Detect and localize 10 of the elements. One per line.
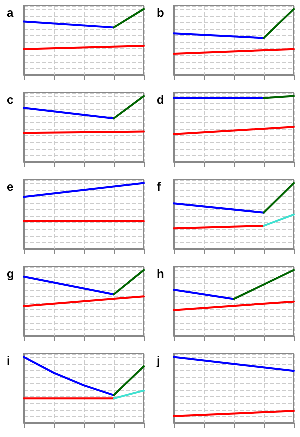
chart-title: f bbox=[157, 180, 162, 194]
chart-title: b bbox=[157, 6, 164, 20]
chart-title: i bbox=[7, 354, 10, 368]
chart-title: h bbox=[157, 267, 164, 281]
chart-title: a bbox=[7, 6, 14, 20]
chart-title: c bbox=[7, 93, 14, 107]
chart-title: e bbox=[7, 180, 14, 194]
chart-title: g bbox=[7, 267, 14, 281]
chart-title: d bbox=[157, 93, 164, 107]
chart-title: j bbox=[156, 354, 160, 368]
